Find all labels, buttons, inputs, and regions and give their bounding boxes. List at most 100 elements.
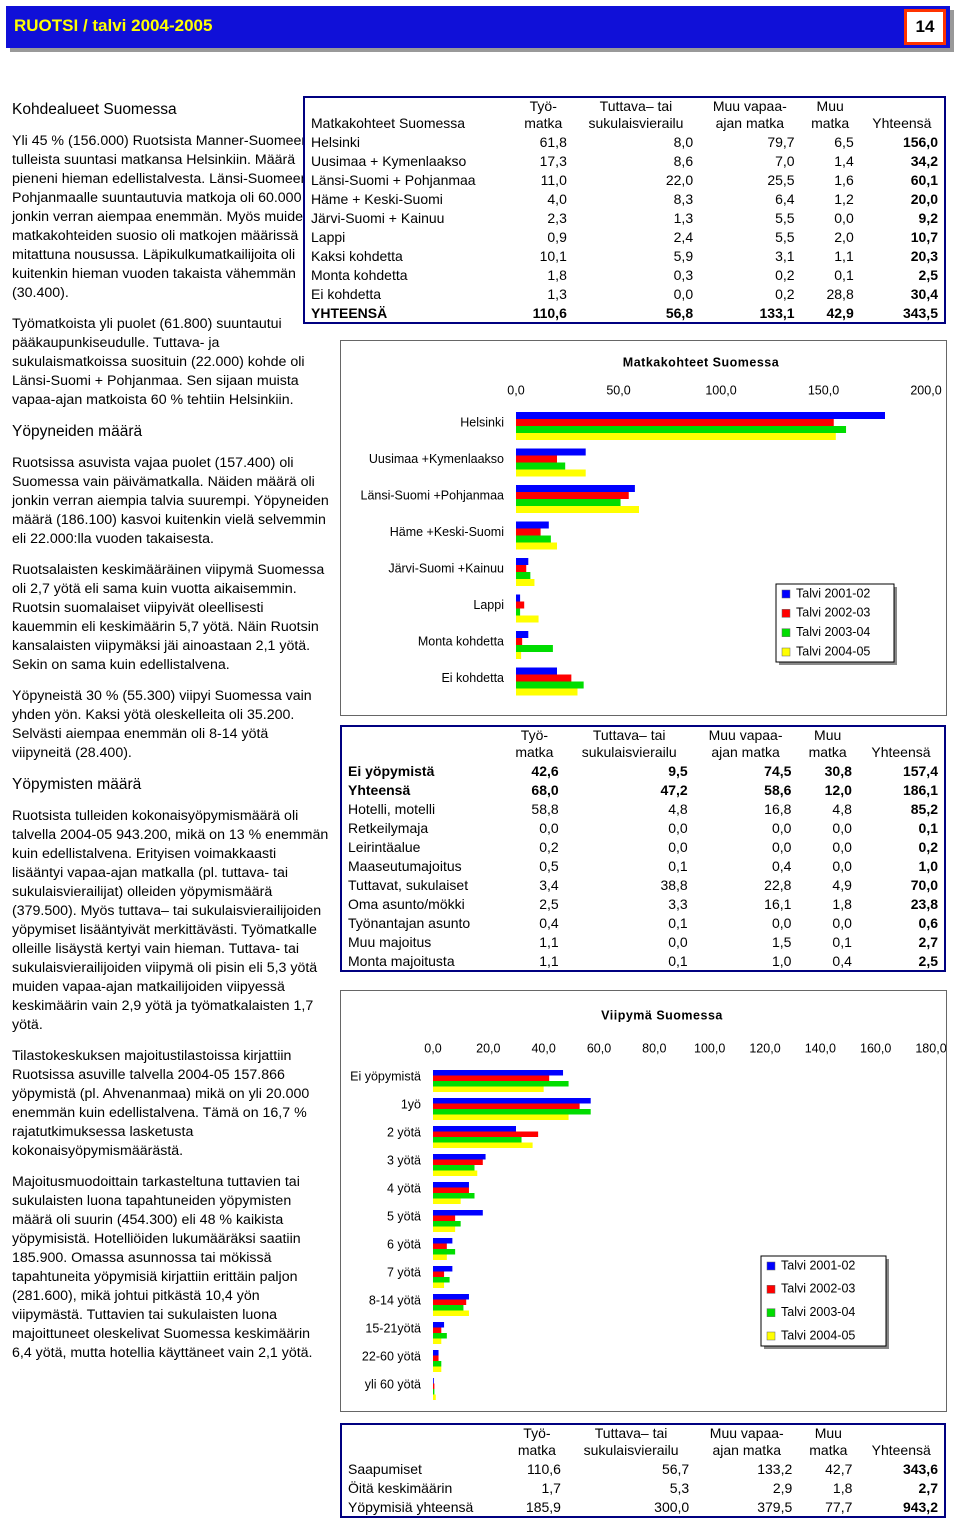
cell: 0,4 <box>539 914 559 931</box>
bar <box>433 1182 469 1188</box>
cell: 4,8 <box>668 800 688 817</box>
legend-label: Talvi 2002-03 <box>781 1282 855 1296</box>
bar <box>516 594 521 602</box>
cell: 2,7 <box>918 933 938 950</box>
row-label: Muu majoitus <box>348 933 432 950</box>
bar <box>516 462 566 470</box>
bar <box>433 1170 478 1176</box>
category-label: Järvi-Suomi +Kainuu <box>388 562 504 576</box>
column-header: Tuttava– tai sukulaisvierailu <box>583 1425 679 1458</box>
cell: 7,0 <box>775 152 795 169</box>
cell: 0,0 <box>771 838 792 855</box>
cell: 30,4 <box>910 285 938 302</box>
row-label: Länsi-Suomi + Pohjanmaa <box>311 171 476 188</box>
table-row: Monta majoitusta 1,1 0,1 1,0 0,4 2,5 <box>341 951 945 971</box>
cell: 1,7 <box>541 1479 561 1496</box>
cell: 300,0 <box>654 1498 690 1515</box>
cell: 110,6 <box>526 1460 561 1477</box>
category-label: Ei kohdetta <box>441 671 504 685</box>
bar <box>433 1098 591 1104</box>
bar <box>516 455 557 463</box>
row-label: Yöpymisiä yhteensä <box>348 1498 474 1515</box>
category-label: 1yö <box>401 1097 421 1111</box>
column-header: Tuttava– tai sukulaisvierailu <box>581 727 677 760</box>
cell: 1,2 <box>834 190 854 207</box>
bar <box>433 1187 469 1193</box>
bar <box>516 601 525 609</box>
table-row: Saapumiset 110,6 56,7 133,2 42,7 343,6 <box>341 1459 945 1478</box>
category-label: yli 60 yötä <box>365 1377 421 1391</box>
bar <box>433 1238 453 1244</box>
cell: 1,1 <box>539 952 559 969</box>
x-tick-label: 40,0 <box>531 1041 555 1055</box>
bar <box>433 1355 439 1361</box>
cell: 0,5 <box>539 857 559 874</box>
legend-swatch <box>766 1285 776 1294</box>
cell: 5,5 <box>775 228 795 245</box>
cell: 0,0 <box>673 285 694 302</box>
bar <box>433 1137 522 1143</box>
page-number: 14 <box>904 9 946 45</box>
x-tick-label: 120,0 <box>749 1041 780 1055</box>
bar <box>433 1198 461 1204</box>
cell: 30,8 <box>824 762 852 779</box>
cell: 0,1 <box>668 914 688 931</box>
cell: 0,2 <box>918 838 938 855</box>
legend-label: Talvi 2004-05 <box>781 1328 855 1342</box>
cell: 2,0 <box>834 228 854 245</box>
cell: 16,8 <box>764 800 792 817</box>
bar <box>433 1221 461 1227</box>
cell: 0,4 <box>832 952 852 969</box>
category-label: 22-60 yötä <box>362 1349 421 1363</box>
header-title: RUOTSI / talvi 2004-2005 <box>14 16 213 35</box>
bar <box>433 1109 591 1115</box>
cell: 0,4 <box>771 857 792 874</box>
category-label: Häme +Keski-Suomi <box>390 525 504 539</box>
paragraph: Ruotsissa asuvista vajaa puolet (157.400… <box>12 455 329 547</box>
cell: 3,4 <box>539 876 559 893</box>
cell: 0,0 <box>771 914 792 931</box>
column-header: Matkakohteet Suomessa <box>311 115 466 131</box>
legend-swatch <box>766 1261 776 1271</box>
legend-box <box>775 583 895 663</box>
bar <box>516 412 885 419</box>
paragraph: Ruotsalaisten keskimääräinen viipymä Suo… <box>12 562 325 673</box>
table-row: Leirintäalue 0,2 0,0 0,0 0,0 0,2 <box>341 837 945 856</box>
cell: 2,3 <box>547 209 567 226</box>
category-label: 5 yötä <box>387 1209 421 1223</box>
column-header: Työ- matka <box>524 98 563 131</box>
x-tick-label: 100,0 <box>694 1041 725 1055</box>
table-row: Tuttavat, sukulaiset 3,4 38,8 22,8 4,9 70,0 <box>341 875 945 894</box>
cell: 10,1 <box>539 247 567 264</box>
cell: 60,1 <box>910 171 938 188</box>
cell: 77,7 <box>825 1498 853 1515</box>
cell: 0,3 <box>673 266 694 283</box>
bar <box>516 419 834 426</box>
legend-swatch <box>766 1331 776 1341</box>
table-row: Järvi-Suomi + Kainuu 2,3 1,3 5,5 0,0 9,2 <box>304 208 945 227</box>
row-label: YHTEENSÄ <box>311 304 388 321</box>
table-row: Oma asunto/mökki 2,5 3,3 16,1 1,8 23,8 <box>341 894 945 913</box>
cell: 42,7 <box>825 1460 853 1477</box>
cell: 0,0 <box>668 933 688 950</box>
row-label: Helsinki <box>311 133 361 150</box>
cell: 3,1 <box>775 247 795 264</box>
section-heading: Yöpymisten määrä <box>12 776 142 793</box>
cell: 0,0 <box>832 914 852 931</box>
cell: 79,7 <box>767 133 795 150</box>
column-header: Muu vapaa- ajan matka <box>709 1425 784 1458</box>
header-row: Työ- matka Tuttava– tai sukulaisvierailu M… <box>341 1424 945 1459</box>
bar <box>516 433 836 440</box>
cell: 943,2 <box>902 1498 938 1515</box>
paragraph: Tilastokeskuksen majoitustilastoissa kir… <box>12 1048 310 1159</box>
bar <box>433 1254 447 1260</box>
category-label: 6 yötä <box>387 1237 421 1251</box>
bar <box>433 1389 435 1395</box>
category-label: 8-14 yötä <box>369 1293 421 1307</box>
column-header: Tuttava– tai sukulaisvierailu <box>588 98 684 131</box>
bar <box>433 1154 486 1160</box>
bar <box>433 1305 464 1311</box>
cell: 0,0 <box>668 838 688 855</box>
bar <box>433 1282 445 1288</box>
x-tick-label: 200,0 <box>910 383 941 397</box>
